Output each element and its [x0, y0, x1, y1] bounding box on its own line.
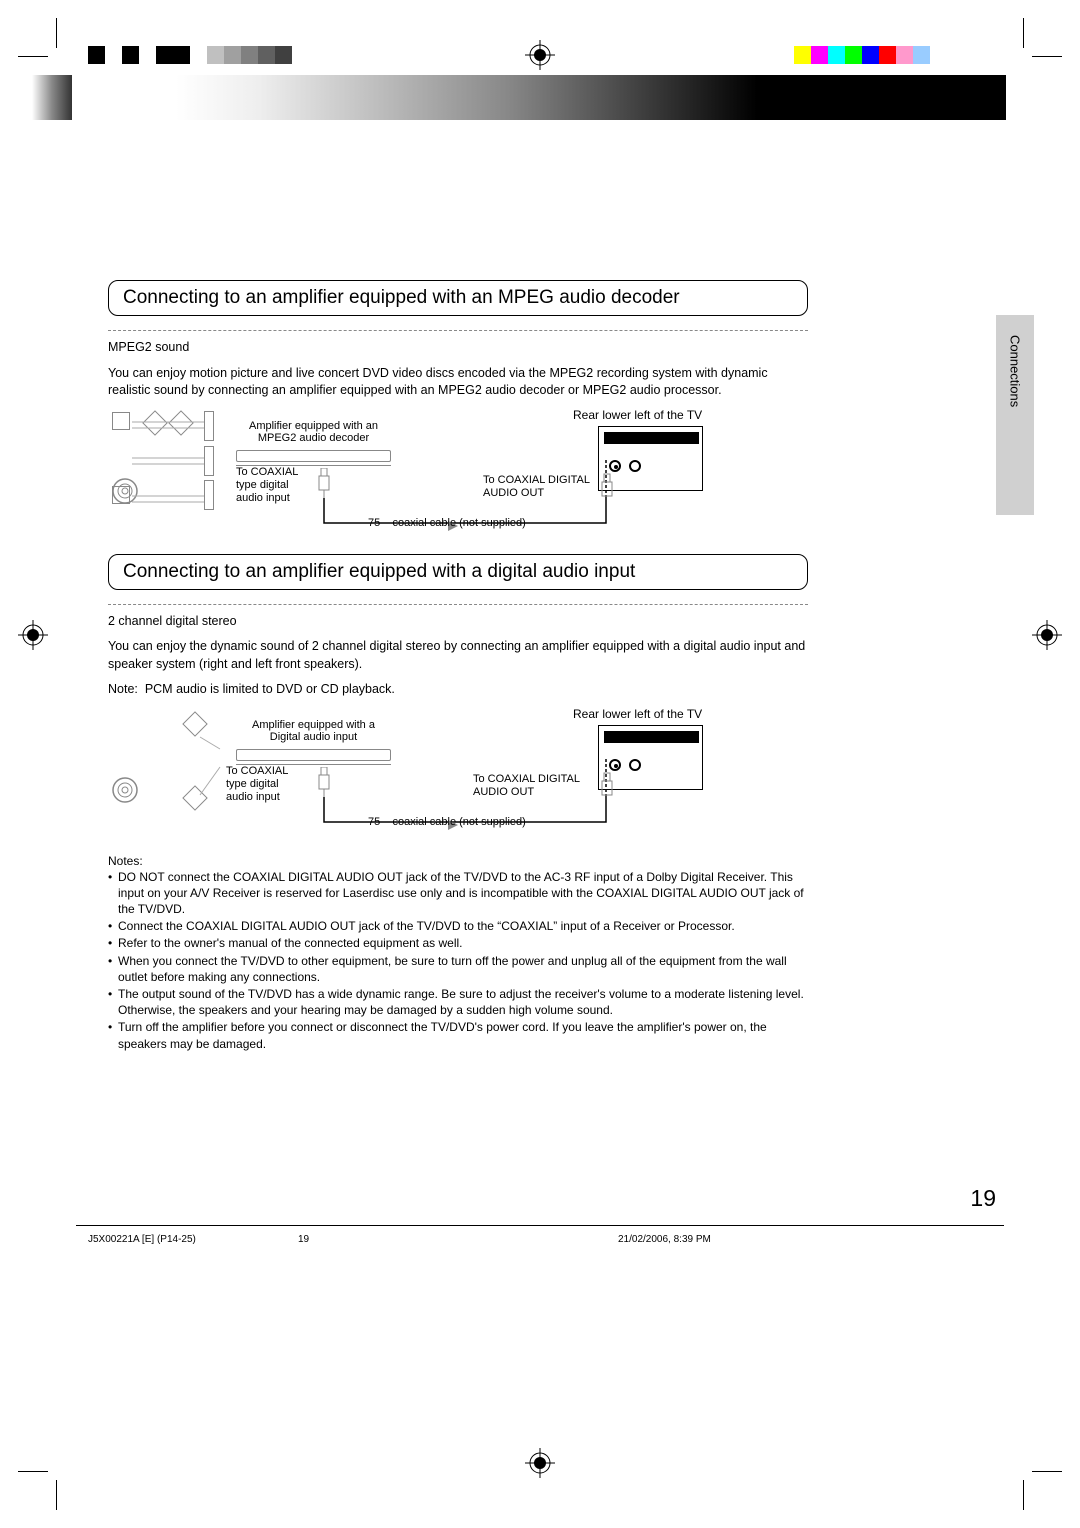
notes-heading: Notes: [108, 853, 808, 869]
cable-label: 75 coaxial cable (not supplied) [368, 816, 526, 828]
divider [108, 330, 808, 331]
note-item: Refer to the owner's manual of the conne… [108, 935, 808, 951]
section2-note: Note: PCM audio is limited to DVD or CD … [108, 681, 808, 699]
section1-title: Connecting to an amplifier equipped with… [108, 280, 808, 316]
note-item: Turn off the amplifier before you connec… [108, 1019, 808, 1051]
note-item: DO NOT connect the COAXIAL DIGITAL AUDIO… [108, 869, 808, 918]
registration-mark-icon [525, 1448, 555, 1478]
section2-body: You can enjoy the dynamic sound of 2 cha… [108, 638, 808, 673]
footer-rule [76, 1225, 1004, 1226]
registration-mark-icon [525, 40, 555, 70]
footer-doc-id: J5X00221A [E] (P14-25) [88, 1234, 196, 1245]
section2-title: Connecting to an amplifier equipped with… [108, 554, 808, 590]
diagram-mpeg2: Amplifier equipped with anMPEG2 audio de… [108, 408, 808, 538]
note-item: The output sound of the TV/DVD has a wid… [108, 986, 808, 1018]
cable-label: 75 coaxial cable (not supplied) [368, 517, 526, 529]
registration-mark-icon [18, 620, 48, 650]
section-tab-label: Connections [1008, 335, 1023, 407]
header-gradient [32, 75, 72, 120]
diagram-digital-stereo: Amplifier equipped with aDigital audio i… [108, 707, 808, 837]
section2-subtitle: 2 channel digital stereo [108, 613, 808, 631]
divider [108, 604, 808, 605]
header-gradient [176, 75, 1006, 120]
footer-timestamp: 21/02/2006, 8:39 PM [618, 1234, 711, 1245]
registration-mark-icon [1032, 620, 1062, 650]
footer-page: 19 [298, 1234, 309, 1245]
notes-section: Notes: DO NOT connect the COAXIAL DIGITA… [108, 853, 808, 1052]
section-tab: Connections [996, 315, 1034, 515]
color-bar-right [794, 46, 930, 64]
section1-body: You can enjoy motion picture and live co… [108, 365, 808, 400]
color-bar-left [88, 46, 309, 64]
page-number: 19 [970, 1185, 996, 1212]
note-item: When you connect the TV/DVD to other equ… [108, 953, 808, 985]
note-item: Connect the COAXIAL DIGITAL AUDIO OUT ja… [108, 918, 808, 934]
section1-subtitle: MPEG2 sound [108, 339, 808, 357]
